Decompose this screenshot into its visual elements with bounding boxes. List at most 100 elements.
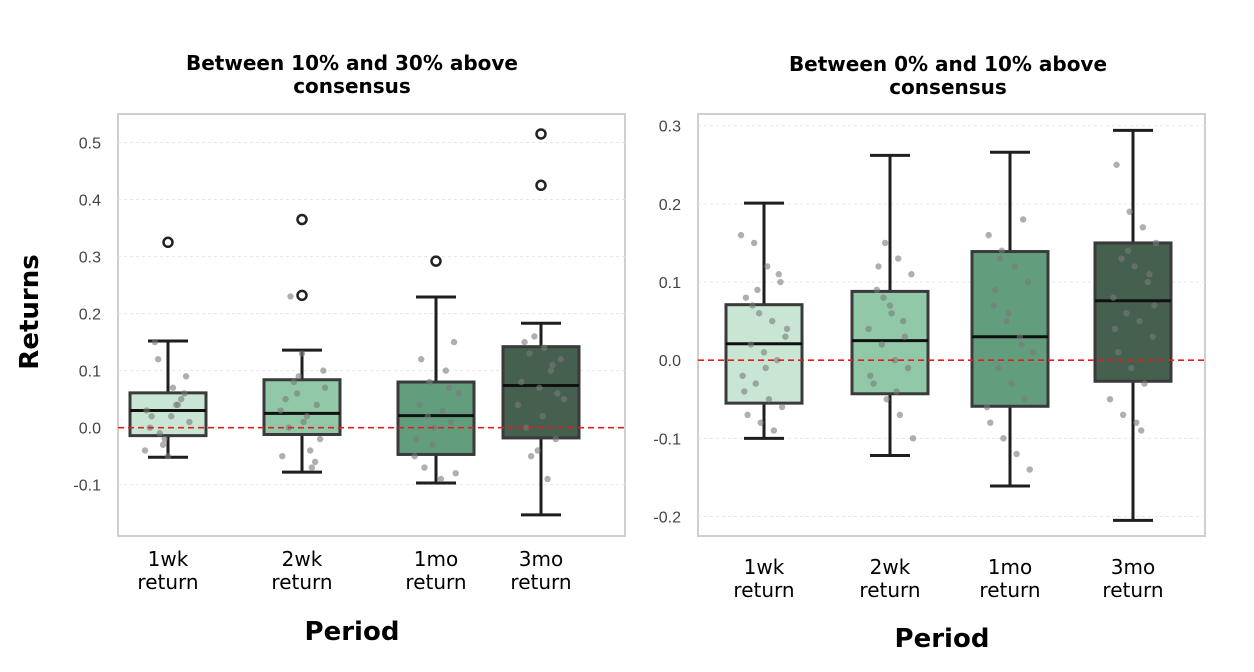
chart-title-line: Between 0% and 10% above (789, 52, 1107, 76)
data-point (426, 378, 433, 386)
data-point (295, 373, 302, 380)
data-point (755, 310, 763, 317)
data-point (1000, 435, 1007, 442)
data-point (773, 356, 781, 364)
data-point (439, 407, 446, 414)
data-point (747, 341, 755, 348)
data-point (1029, 349, 1037, 356)
data-point (182, 373, 190, 380)
data-point (1021, 396, 1028, 403)
data-point (416, 401, 423, 409)
data-point (1118, 255, 1125, 262)
data-point (1141, 380, 1148, 387)
data-point (909, 435, 917, 442)
data-point (742, 294, 750, 301)
data-point (277, 407, 284, 414)
data-point (875, 263, 882, 270)
x-axis-label: Period (305, 617, 400, 647)
data-point (1128, 364, 1135, 372)
iqr-box (128, 391, 208, 438)
x-category-label: 1mo (414, 547, 458, 571)
data-point (547, 367, 555, 374)
data-point (169, 384, 177, 391)
data-point (526, 350, 533, 357)
data-point (880, 294, 887, 301)
data-point (307, 447, 314, 454)
data-point (293, 390, 301, 397)
data-point (279, 452, 286, 460)
data-point (445, 384, 453, 391)
iqr-box (850, 289, 930, 396)
data-point (752, 380, 759, 387)
x-category-label: 1mo (988, 555, 1032, 579)
data-point (985, 231, 992, 239)
data-point (544, 475, 551, 483)
data-point (901, 333, 908, 340)
data-point (870, 380, 877, 387)
data-point (778, 403, 786, 411)
data-point (1136, 317, 1143, 325)
data-point (992, 286, 999, 294)
data-point (1106, 396, 1114, 403)
outlier-point (296, 289, 308, 302)
data-point (1119, 411, 1127, 419)
data-point (998, 247, 1005, 254)
data-point (1131, 263, 1138, 270)
data-point (455, 390, 463, 397)
data-point (1149, 333, 1156, 340)
y-tick-label: 0.5 (79, 136, 101, 153)
data-point (1110, 294, 1117, 301)
data-point (541, 344, 548, 352)
data-point (760, 349, 768, 356)
data-point (1113, 161, 1120, 168)
data-point (1133, 419, 1140, 426)
data-point (888, 310, 895, 317)
data-point (995, 364, 1002, 372)
y-tick-label: 0.3 (659, 119, 681, 136)
data-point (300, 418, 307, 426)
box-1wk (724, 201, 804, 440)
data-point (298, 350, 306, 357)
data-point (762, 364, 769, 372)
data-point (161, 435, 168, 443)
iqr-box (262, 378, 342, 436)
data-point (554, 390, 561, 397)
data-point (1115, 349, 1122, 356)
data-point (1008, 380, 1015, 387)
data-point (749, 302, 756, 309)
outlier-point (296, 213, 308, 226)
outlier-point (430, 255, 442, 267)
data-point (177, 395, 185, 403)
x-category-label: 3mo (519, 547, 563, 571)
data-point (873, 286, 881, 294)
iqr-box (396, 380, 476, 456)
y-tick-label: 0.2 (79, 307, 101, 324)
data-point (1026, 466, 1033, 473)
data-point (534, 447, 541, 454)
y-tick-label: 0.4 (79, 193, 101, 210)
box-2wk (262, 213, 342, 474)
data-point (1152, 239, 1160, 247)
data-point (549, 361, 556, 369)
data-point (514, 401, 522, 409)
data-point (560, 395, 568, 403)
x-category-label: 1wk (744, 555, 785, 579)
data-point (899, 317, 907, 325)
x-category-label: return (1102, 578, 1163, 602)
data-point (320, 367, 327, 374)
data-point (141, 447, 149, 454)
x-category-label: 2wk (282, 547, 323, 571)
data-point (881, 239, 889, 247)
data-point (290, 378, 297, 386)
data-point (282, 395, 289, 403)
data-point (143, 407, 150, 414)
data-point (431, 424, 438, 431)
data-point (883, 396, 890, 403)
data-point (148, 413, 155, 420)
x-category-label: return (405, 570, 466, 594)
data-point (321, 384, 329, 391)
data-point (437, 475, 445, 483)
y-tick-label: -0.1 (653, 431, 681, 448)
iqr-box (970, 250, 1050, 408)
